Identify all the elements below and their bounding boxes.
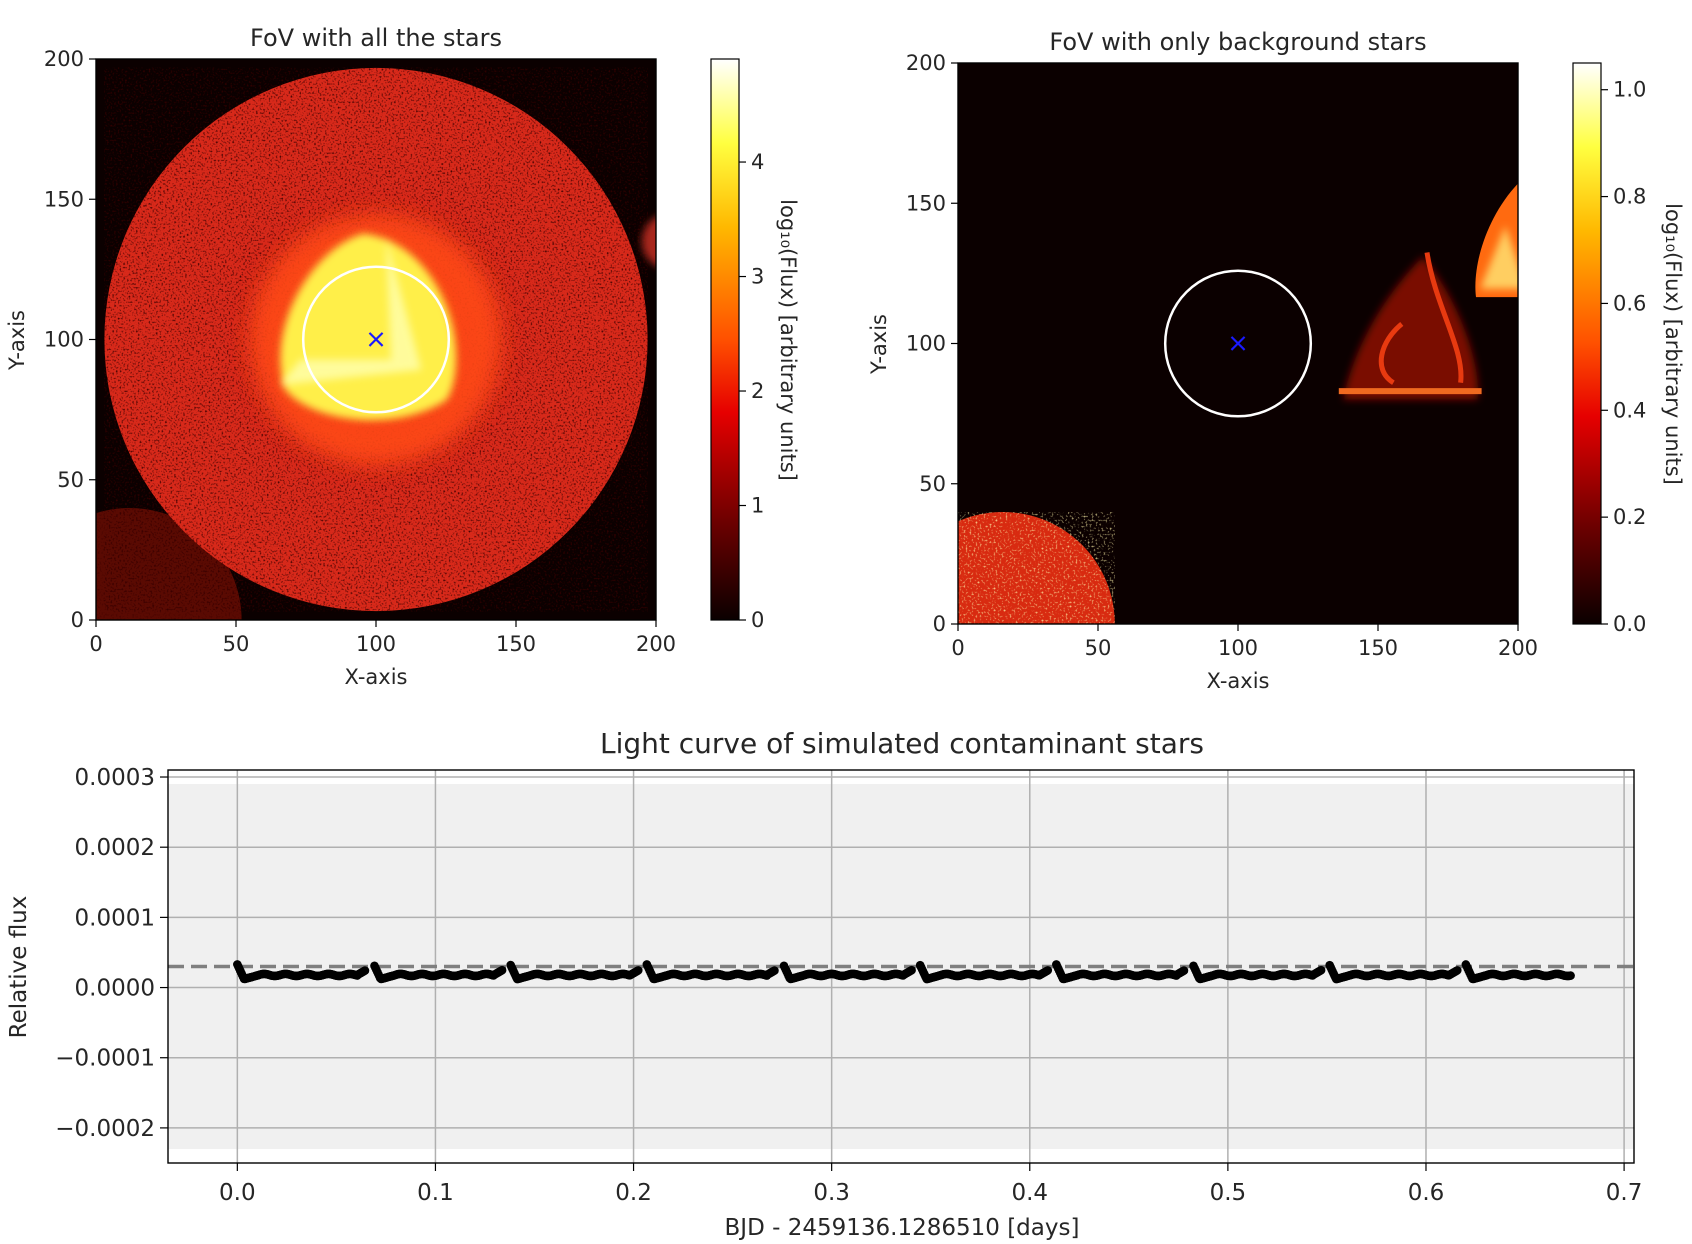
p2-cbtick-label: 1.0 bbox=[1613, 78, 1646, 102]
panel1-colorbar bbox=[710, 58, 740, 621]
panel2-corner-star-noise bbox=[958, 512, 1115, 624]
p2-ytick-label: 50 bbox=[919, 472, 946, 496]
p1-ytick-label: 200 bbox=[44, 47, 84, 71]
panel1-x-label: X-axis bbox=[345, 665, 408, 689]
panel1-x-axis: 0 50 100 150 200 bbox=[89, 620, 676, 656]
p2-xtick-label: 200 bbox=[1498, 636, 1538, 660]
p3-data-point bbox=[497, 965, 507, 975]
p3-data-point bbox=[907, 965, 916, 975]
panel2-x-label: X-axis bbox=[1207, 669, 1270, 693]
panel1-corner-star-noise bbox=[96, 508, 242, 620]
p3-xtick-label: 0.2 bbox=[615, 1180, 652, 1206]
p3-data-point bbox=[1179, 966, 1189, 975]
panel2-colorbar-label: log₁₀(Flux) [arbitrary units] bbox=[1661, 203, 1685, 485]
panel3-gridlines bbox=[168, 770, 1634, 1163]
panel2-y-axis: 0 50 100 150 200 bbox=[906, 51, 958, 636]
panel2-aperture-circle bbox=[1163, 269, 1313, 418]
panel3-title: Light curve of simulated contaminant sta… bbox=[600, 727, 1204, 760]
panel2-edge-star-hot bbox=[1480, 225, 1518, 289]
p1-xtick-label: 150 bbox=[496, 632, 536, 656]
panel1-edge-star bbox=[642, 217, 656, 266]
panel3-x-label: BJD - 2459136.1286510 [days] bbox=[725, 1215, 1080, 1241]
p1-xtick-label: 100 bbox=[356, 632, 396, 656]
p3-xtick-label: 0.1 bbox=[417, 1180, 454, 1206]
p1-cbtick-label: 3 bbox=[751, 265, 764, 289]
p1-xtick-label: 200 bbox=[636, 632, 676, 656]
panel-background-stars: FoV with only background stars × 0 50 100 1… bbox=[867, 28, 1685, 693]
p3-ytick-label: 0.0002 bbox=[75, 835, 155, 861]
panel2-x-axis: 0 50 100 150 200 bbox=[951, 624, 1538, 660]
p1-cbtick-label: 1 bbox=[751, 494, 764, 518]
p3-xtick-label: 0.4 bbox=[1011, 1180, 1048, 1206]
panel1-colorbar-label: log₁₀(Flux) [arbitrary units] bbox=[776, 199, 800, 481]
p3-ytick-label: −0.0001 bbox=[55, 1046, 155, 1072]
panel2-colorbar-ticks: 0.0 0.2 0.4 0.6 0.8 1.0 bbox=[1601, 78, 1646, 636]
p1-xtick-label: 0 bbox=[89, 632, 102, 656]
p2-cbtick-label: 0.4 bbox=[1613, 398, 1646, 422]
p2-xtick-label: 0 bbox=[951, 636, 964, 660]
panel3-y-label: Relative flux bbox=[6, 896, 32, 1039]
p3-ytick-label: −0.0002 bbox=[55, 1116, 155, 1142]
p3-data-point bbox=[1566, 971, 1575, 980]
panel2-y-label: Y-axis bbox=[867, 314, 891, 375]
p2-ytick-label: 150 bbox=[906, 191, 946, 215]
p2-ytick-label: 200 bbox=[906, 51, 946, 75]
panel1-image: × bbox=[96, 59, 656, 620]
panel1-y-label: Y-axis bbox=[5, 310, 29, 371]
p3-ytick-label: 0.0000 bbox=[75, 976, 155, 1002]
p1-cbtick-label: 2 bbox=[751, 379, 764, 403]
panel2-colorbar bbox=[1572, 62, 1602, 625]
p3-xtick-label: 0.5 bbox=[1210, 1180, 1247, 1206]
panel3-y-axis: −0.0002 −0.0001 0.0000 0.0001 0.0002 0.0003 bbox=[55, 765, 168, 1142]
panel1-target-peak bbox=[280, 238, 422, 385]
p1-ytick-label: 50 bbox=[57, 468, 84, 492]
panel1-aperture-circle bbox=[301, 265, 451, 414]
p3-data-point bbox=[1316, 965, 1326, 975]
panel2-contaminant-star-body bbox=[1343, 256, 1479, 400]
p1-ytick-label: 100 bbox=[44, 328, 84, 352]
panel1-target-marker: × bbox=[365, 325, 387, 355]
p2-xtick-label: 100 bbox=[1218, 636, 1258, 660]
panel3-frame bbox=[167, 769, 1635, 1164]
p3-xtick-label: 0.0 bbox=[219, 1180, 256, 1206]
p2-cbtick-label: 0.0 bbox=[1613, 612, 1646, 636]
p3-ytick-label: 0.0001 bbox=[75, 905, 155, 931]
p3-data-point bbox=[770, 966, 779, 975]
p1-cbtick-label: 4 bbox=[751, 150, 764, 174]
p2-xtick-label: 50 bbox=[1085, 636, 1112, 660]
p2-cbtick-label: 0.2 bbox=[1613, 505, 1646, 529]
p2-ytick-label: 100 bbox=[906, 332, 946, 356]
panel2-target-marker: × bbox=[1227, 329, 1249, 359]
panel-all-stars: FoV with all the stars × 0 50 100 150 200 0 5… bbox=[5, 24, 800, 689]
p2-cbtick-label: 0.6 bbox=[1613, 291, 1646, 315]
panel-light-curve: Light curve of simulated contaminant sta… bbox=[6, 727, 1642, 1241]
p3-data-point bbox=[1043, 966, 1053, 975]
panel3-x-axis: 0.0 0.1 0.2 0.3 0.4 0.5 0.6 0.7 bbox=[219, 1163, 1642, 1206]
p2-xtick-label: 150 bbox=[1358, 636, 1398, 660]
p1-ytick-label: 150 bbox=[44, 187, 84, 211]
p2-ytick-label: 0 bbox=[933, 612, 946, 636]
panel1-y-axis: 0 50 100 150 200 bbox=[44, 47, 96, 632]
p3-data-point bbox=[360, 966, 370, 975]
panel1-colorbar-ticks: 0 1 2 3 4 bbox=[739, 150, 764, 632]
p3-data-point bbox=[633, 966, 643, 975]
panel2-contaminant-star-arc bbox=[1378, 252, 1464, 385]
p1-xtick-label: 50 bbox=[223, 632, 250, 656]
panel2-title: FoV with only background stars bbox=[1049, 28, 1426, 56]
p3-xtick-label: 0.3 bbox=[813, 1180, 850, 1206]
panel1-title: FoV with all the stars bbox=[250, 24, 502, 52]
p1-cbtick-label: 0 bbox=[751, 608, 764, 632]
panel2-image: × bbox=[958, 63, 1518, 624]
p1-ytick-label: 0 bbox=[71, 608, 84, 632]
p2-cbtick-label: 0.8 bbox=[1613, 185, 1646, 209]
p3-data-point bbox=[1452, 966, 1462, 975]
p3-xtick-label: 0.7 bbox=[1606, 1180, 1643, 1206]
p3-ytick-label: 0.0003 bbox=[75, 765, 155, 791]
panel3-data-points bbox=[233, 960, 1575, 984]
p3-xtick-label: 0.6 bbox=[1408, 1180, 1445, 1206]
